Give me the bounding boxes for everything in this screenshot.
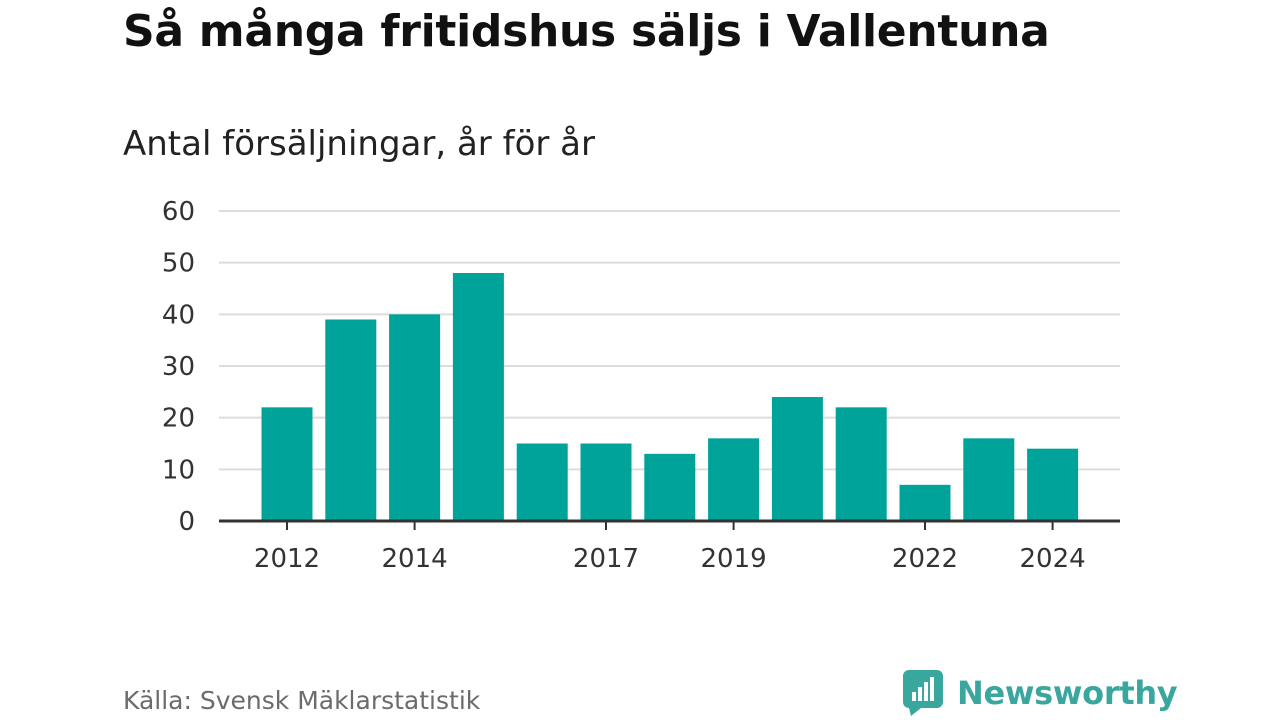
bar-2016: [516, 443, 568, 521]
chart-subtitle: Antal försäljningar, år för år: [123, 124, 595, 164]
x-tick-label-2017: 2017: [573, 544, 639, 574]
bar-2019: [708, 438, 760, 521]
bar-2022: [899, 484, 951, 521]
bar-2024: [1027, 448, 1079, 521]
y-tick-label-60: 60: [162, 197, 195, 227]
bar-2020: [771, 397, 823, 521]
y-tick-label-0: 0: [178, 507, 195, 537]
source-note: Källa: Svensk Mäklarstatistik: [123, 686, 481, 715]
y-tick-label-30: 30: [162, 352, 195, 382]
axes: 0 10 20 30 40 50 60 2012 2014 2017 2019 2022 2024: [162, 197, 1120, 574]
bar-2013: [325, 319, 377, 521]
y-tick-label-50: 50: [162, 249, 195, 279]
x-tick-label-2012: 2012: [254, 544, 320, 574]
brand-logo: Newsworthy: [903, 670, 1178, 716]
x-tick-label-2019: 2019: [701, 544, 767, 574]
bar-2018: [644, 453, 696, 521]
x-tick-label-2024: 2024: [1020, 544, 1086, 574]
bar-2014: [389, 314, 441, 521]
bar-2023: [963, 438, 1015, 521]
x-tick-label-2014: 2014: [382, 544, 448, 574]
y-tick-label-40: 40: [162, 300, 195, 330]
bar-chart-speech-bubble-icon: [903, 670, 943, 716]
bars: [261, 273, 1079, 521]
y-tick-label-10: 10: [162, 455, 195, 485]
chart-title: Så många fritidshus säljs i Vallentuna: [123, 6, 1050, 57]
brand-name: Newsworthy: [957, 674, 1178, 712]
x-tick-label-2022: 2022: [892, 544, 958, 574]
bar-2021: [835, 407, 887, 521]
bar-2012: [261, 407, 313, 521]
y-tick-label-20: 20: [162, 404, 195, 434]
bar-chart: 0 10 20 30 40 50 60 2012 2014 2017 2019 2022 2024: [162, 197, 1120, 574]
bar-2017: [580, 443, 632, 521]
bar-2015: [452, 273, 504, 521]
